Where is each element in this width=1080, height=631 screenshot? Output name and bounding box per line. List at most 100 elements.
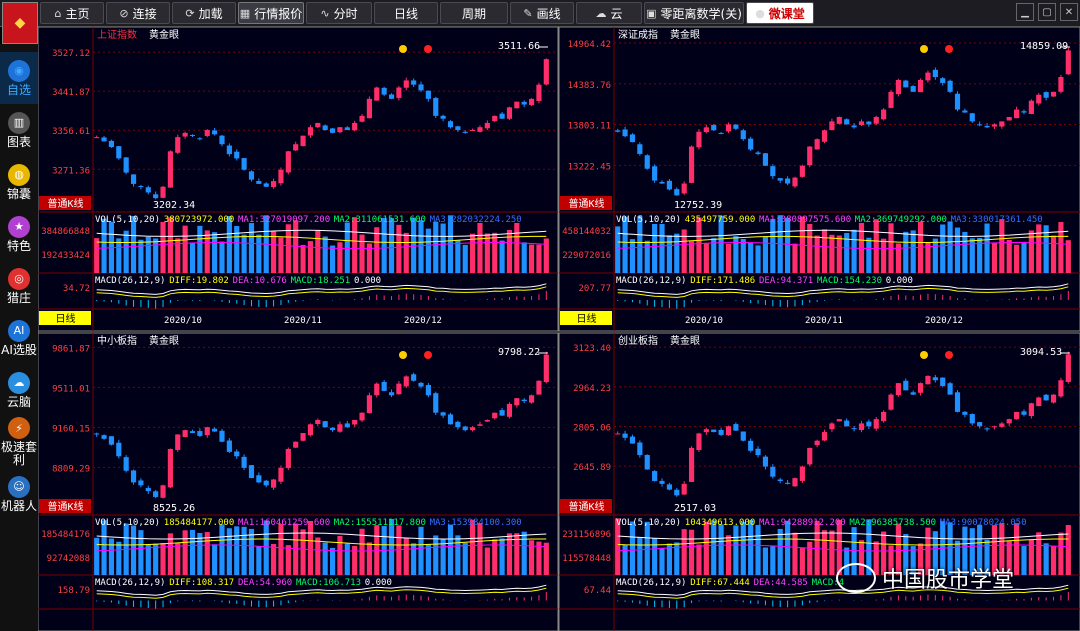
volume-bar <box>910 546 916 575</box>
volume-bar <box>204 230 210 273</box>
candle <box>160 186 166 198</box>
candle <box>108 140 115 148</box>
volume-bar <box>1043 225 1049 273</box>
sidebar-item-7[interactable]: ⚡ 极速套利 <box>0 416 38 468</box>
volume-bar <box>792 532 798 575</box>
candle <box>799 165 805 177</box>
candle <box>733 124 739 129</box>
candle <box>359 412 365 421</box>
toolbar-button-6[interactable]: 周期 <box>440 2 508 24</box>
candle <box>940 78 946 83</box>
volume-bar <box>145 544 151 575</box>
candle <box>644 155 650 169</box>
sidebar-item-label: 极速套利 <box>1 440 38 467</box>
sidebar-item-3[interactable]: ★ 特色 <box>0 208 38 260</box>
sun-icon <box>920 351 928 359</box>
sidebar-item-2[interactable]: ◍ 锦囊 <box>0 156 38 208</box>
volume-tick-label: 192433424 <box>41 251 90 261</box>
toolbar-button-0[interactable]: ⌂ 主页 <box>40 2 104 24</box>
candle <box>484 122 490 129</box>
volume-bar <box>962 526 968 575</box>
volume-bar <box>470 233 476 273</box>
toolbar-button-4[interactable]: ∿ 分时 <box>306 2 372 24</box>
timeline-icon: ∿ <box>320 6 330 20</box>
period-label: 日线 <box>577 312 597 325</box>
toolbar-button-3[interactable]: ▦ 行情报价 <box>238 2 304 24</box>
y-tick-label: 9861.87 <box>52 344 90 354</box>
candle <box>160 485 166 498</box>
home-icon: ⌂ <box>54 6 62 20</box>
watchlist-icon: ◉ <box>8 59 30 82</box>
candle <box>366 395 372 414</box>
volume-header-item: VOL(5,10,20) <box>95 518 160 528</box>
candle <box>1006 419 1012 424</box>
close-icon[interactable]: ✕ <box>1060 3 1078 21</box>
candle <box>881 109 887 120</box>
candle <box>212 130 218 135</box>
minimize-icon[interactable]: ▁ <box>1016 3 1034 21</box>
sidebar-item-1[interactable]: ▥ 图表 <box>0 104 38 156</box>
volume-bar <box>881 238 887 273</box>
alert-icon <box>945 351 953 359</box>
volume-bar <box>499 240 505 273</box>
maximize-icon[interactable]: ▢ <box>1038 3 1056 21</box>
panel-frame <box>558 27 1080 332</box>
macd-header-item: MACD:4 <box>812 578 845 588</box>
toolbar-button-9[interactable]: ▣ 零距离数学(关) <box>644 2 744 24</box>
candle <box>637 442 643 456</box>
candle <box>543 59 549 85</box>
toolbar-button-5[interactable]: 日线 <box>374 2 438 24</box>
volume-bar <box>977 524 983 575</box>
volume-bar <box>344 222 350 273</box>
candle <box>477 424 483 426</box>
volume-bar <box>138 239 144 273</box>
toolbar-button-8[interactable]: ☁ 云 <box>576 2 642 24</box>
volume-bar <box>703 242 709 273</box>
volume-bar <box>322 236 328 273</box>
candle <box>785 482 791 484</box>
volume-bar <box>999 219 1005 273</box>
candle <box>762 456 769 467</box>
volume-bar <box>484 547 490 575</box>
candle <box>1021 111 1027 113</box>
volume-bar <box>1043 543 1049 575</box>
candle <box>521 101 527 105</box>
sidebar-item-8[interactable]: ☺ 机器人 <box>0 468 38 520</box>
macd-header-item: 0.000 <box>354 276 381 286</box>
sidebar-item-5[interactable]: AI AI选股 <box>0 312 38 364</box>
candle <box>932 69 938 78</box>
alert-icon <box>945 45 953 53</box>
candle <box>352 419 358 425</box>
target-icon: ◎ <box>8 267 30 290</box>
candle <box>748 138 754 150</box>
volume-bar <box>858 540 865 575</box>
volume-bar <box>536 541 542 575</box>
window-controls: ▁ ▢ ✕ <box>1016 3 1078 21</box>
sidebar-item-0[interactable]: ◉ 自选 <box>0 52 38 104</box>
high-label: 9798.22 <box>498 347 540 358</box>
candle <box>248 171 255 180</box>
volume-header-item: MA1:160461259.600 <box>238 518 330 528</box>
sidebar-item-6[interactable]: ☁ 云脑 <box>0 364 38 416</box>
candle <box>881 411 887 422</box>
chart-icon: ▥ <box>8 111 30 134</box>
sidebar-item-4[interactable]: ◎ 猎庄 <box>0 260 38 312</box>
toolbar-button-1[interactable]: ⊘ 连接 <box>106 2 170 24</box>
volume-bar <box>411 217 417 273</box>
macd-line <box>96 584 547 596</box>
volume-bar <box>740 238 746 273</box>
kline-type-chip: 普通K线 <box>568 500 604 513</box>
volume-bar <box>212 544 218 575</box>
macd-header-item: MACD:154.230 <box>817 276 882 286</box>
candle <box>263 480 269 486</box>
toolbar-button-2[interactable]: ⟳ 加载 <box>172 2 236 24</box>
candle <box>293 144 299 151</box>
candle <box>462 131 468 133</box>
volume-bar <box>153 543 159 575</box>
toolbar-button-7[interactable]: ✎ 画线 <box>510 2 574 24</box>
candle <box>470 130 476 132</box>
volume-bar <box>366 542 372 575</box>
candle <box>396 87 402 98</box>
toolbar-button-10[interactable]: ● 微课堂 <box>746 2 814 24</box>
volume-bar <box>821 530 828 575</box>
